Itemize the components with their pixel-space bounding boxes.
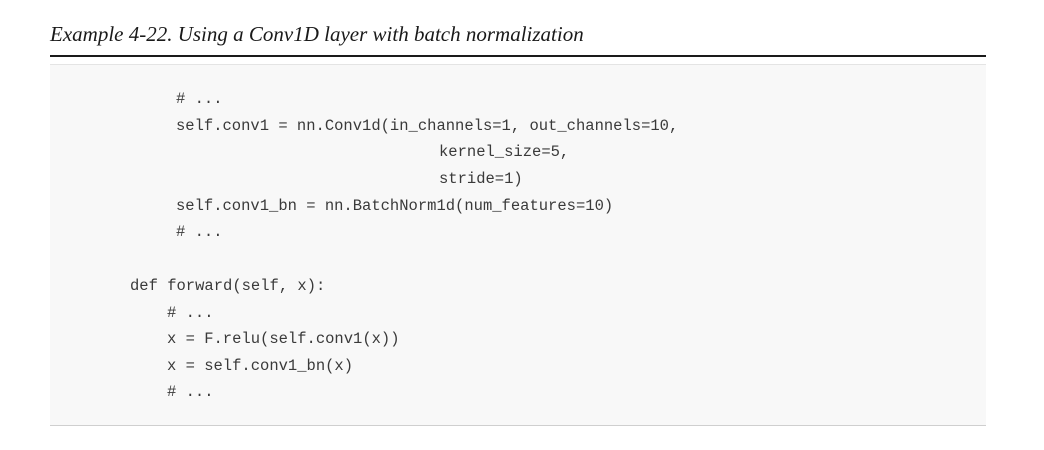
- code-line-11: # ...: [167, 383, 214, 401]
- code-line-10: x = self.conv1_bn(x): [167, 357, 354, 375]
- code-line-1: # ...: [176, 90, 223, 108]
- code-line-7: def forward(self, x):: [130, 277, 326, 295]
- code-line-8: # ...: [167, 304, 214, 322]
- example-caption: Example 4-22. Using a Conv1D layer with …: [50, 22, 584, 46]
- code-line-3: kernel_size=5,: [439, 143, 570, 161]
- code-line-2: self.conv1 = nn.Conv1d(in_channels=1, ou…: [176, 117, 679, 135]
- code-block: # ... self.conv1 = nn.Conv1d(in_channels…: [50, 64, 986, 426]
- code-line-6: # ...: [176, 223, 223, 241]
- code-line-5: self.conv1_bn = nn.BatchNorm1d(num_featu…: [176, 197, 614, 215]
- code-line-9: x = F.relu(self.conv1(x)): [167, 330, 400, 348]
- caption-rule: [50, 55, 986, 57]
- code-line-4: stride=1): [439, 170, 523, 188]
